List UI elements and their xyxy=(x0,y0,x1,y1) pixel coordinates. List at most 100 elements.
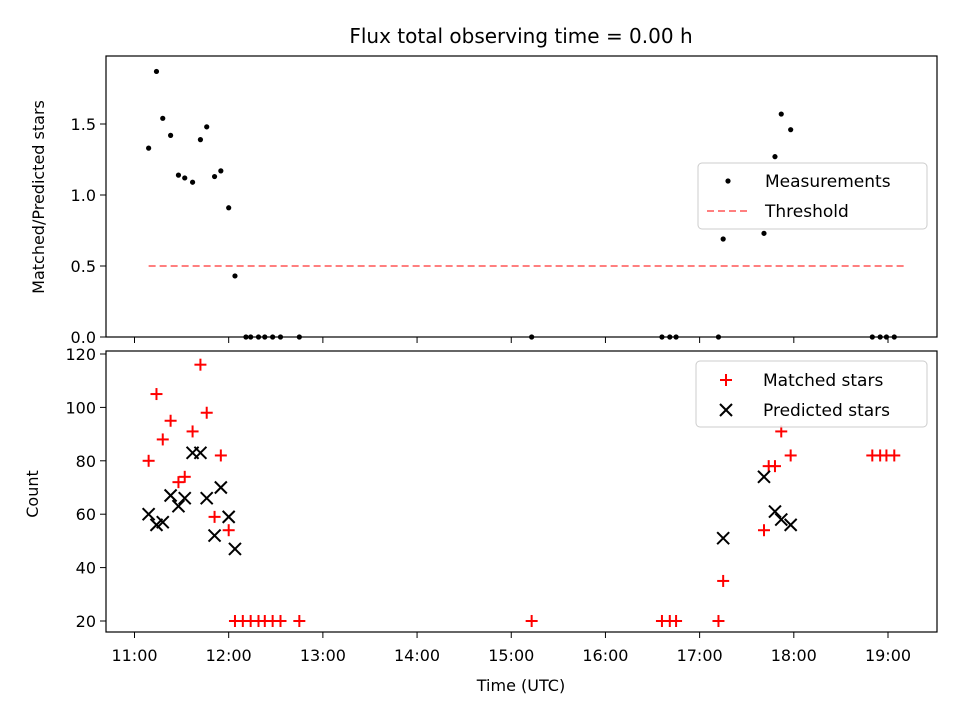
matched-star-point xyxy=(200,406,213,419)
predicted-star-point xyxy=(768,504,782,519)
count-y-ticks: 20 40 60 80 100 120 xyxy=(65,345,106,631)
matched-star-point xyxy=(717,574,730,587)
predicted-star-point xyxy=(221,510,236,524)
measurement-point xyxy=(204,124,210,130)
count-x-tick-label: 15:00 xyxy=(488,646,534,665)
matched-star-point xyxy=(150,388,163,401)
x-axis-label: Time (UTC) xyxy=(476,676,565,695)
count-y-tick-label: 20 xyxy=(76,612,96,631)
legend-predicted-marker xyxy=(719,403,733,417)
measurement-point xyxy=(226,205,232,211)
count-y-tick-label: 80 xyxy=(76,452,96,471)
count-panel: 20 40 60 80 100 120 11:00 12:00 13:00 14:00 15:00… xyxy=(23,345,938,695)
count-x-tick-label: 12:00 xyxy=(206,646,252,665)
count-legend-box xyxy=(695,360,928,428)
count-y-tick-label: 40 xyxy=(76,559,96,578)
measurement-point xyxy=(197,137,204,143)
predicted-star-point xyxy=(193,446,208,460)
measurement-point xyxy=(270,334,276,340)
measurement-point xyxy=(175,172,182,178)
measurement-point xyxy=(891,334,897,340)
ratio-legend: Measurements Threshold xyxy=(697,162,928,230)
count-y-axis-label: Count xyxy=(23,470,42,518)
measurement-point xyxy=(189,179,196,185)
matched-star-point xyxy=(142,454,155,467)
count-y-tick-label: 60 xyxy=(76,505,96,524)
count-x-tick-label: 14:00 xyxy=(394,646,440,665)
measurement-point xyxy=(277,334,284,340)
matched-star-point xyxy=(156,433,169,446)
ratio-y-axis-label: Matched/Predicted stars xyxy=(29,100,48,294)
legend-predicted-label: Predicted stars xyxy=(763,401,890,421)
measurement-point xyxy=(296,334,302,340)
measurement-point xyxy=(146,145,152,151)
predicted-star-point xyxy=(141,507,156,521)
matched-star-point xyxy=(293,615,306,627)
measurement-point xyxy=(788,127,794,133)
measurement-point xyxy=(673,334,679,340)
ratio-y-tick-label: 1.5 xyxy=(71,115,96,134)
ratio-panel: Flux total observing time = 0.00 h 0.00.… xyxy=(29,24,938,347)
predicted-star-point xyxy=(171,499,186,513)
predicted-star-point xyxy=(757,470,771,484)
count-plot-frame xyxy=(105,350,938,633)
count-legend: Matched stars Predicted stars xyxy=(695,360,928,428)
measurement-point xyxy=(218,168,224,174)
matched-star-point xyxy=(172,476,185,489)
measurement-point xyxy=(772,154,778,160)
matched-star-point xyxy=(186,425,199,438)
matched-star-point xyxy=(525,615,538,627)
predicted-star-point xyxy=(163,488,178,503)
matched-star-point xyxy=(274,615,287,627)
chart-title: Flux total observing time = 0.00 h xyxy=(349,24,692,48)
count-y-tick-label: 120 xyxy=(65,345,96,364)
ratio-y-tick-label: 1.0 xyxy=(71,186,96,205)
matched-star-point xyxy=(222,524,235,537)
legend-matched-marker xyxy=(720,374,732,386)
count-x-ticks: 11:00 12:00 13:00 14:00 15:00 16:00 17:00 18:00… xyxy=(111,632,911,665)
measurement-point xyxy=(869,334,875,340)
ratio-legend-box xyxy=(697,162,928,230)
ratio-y-tick-label: 0.0 xyxy=(71,328,96,347)
count-x-tick-label: 17:00 xyxy=(677,646,723,665)
measurement-point xyxy=(761,230,767,236)
count-x-tick-label: 19:00 xyxy=(865,646,911,665)
measurement-point xyxy=(232,273,238,279)
measurement-point xyxy=(182,175,188,181)
legend-threshold-label: Threshold xyxy=(764,202,849,222)
matched-star-point xyxy=(888,449,901,462)
ratio-y-ticks: 0.0 0.5 1.0 1.5 xyxy=(71,115,106,347)
measurement-point xyxy=(720,236,726,242)
measurement-point xyxy=(715,334,722,340)
measurement-point xyxy=(168,132,174,138)
predicted-star-point xyxy=(156,515,170,529)
predicted-star-point xyxy=(774,512,788,527)
measurement-point xyxy=(153,68,160,75)
measurement-point xyxy=(243,334,249,340)
matched-star-point xyxy=(194,358,207,371)
predicted-star-point xyxy=(783,518,798,532)
matched-star-point xyxy=(208,510,221,523)
count-x-tick-label: 13:00 xyxy=(300,646,346,665)
matched-star-point xyxy=(768,460,781,473)
matched-star-point xyxy=(178,470,191,483)
predicted-star-point xyxy=(716,531,730,545)
legend-measurements-label: Measurements xyxy=(765,172,891,192)
matched-star-point xyxy=(214,449,227,462)
matched-star-point xyxy=(784,449,797,462)
ratio-y-tick-label: 0.5 xyxy=(71,257,96,276)
predicted-star-point xyxy=(228,542,242,556)
measurement-point xyxy=(877,334,883,340)
measurement-point xyxy=(160,115,166,121)
count-series-layer xyxy=(141,358,901,627)
matched-star-point xyxy=(757,524,770,537)
matched-star-point xyxy=(712,615,725,627)
measurement-point xyxy=(667,334,673,340)
count-x-tick-label: 11:00 xyxy=(111,646,157,665)
legend-measurements-marker xyxy=(725,178,731,184)
legend-matched-label: Matched stars xyxy=(763,371,883,391)
ratio-plot-frame xyxy=(105,55,938,338)
measurement-point xyxy=(529,334,535,340)
